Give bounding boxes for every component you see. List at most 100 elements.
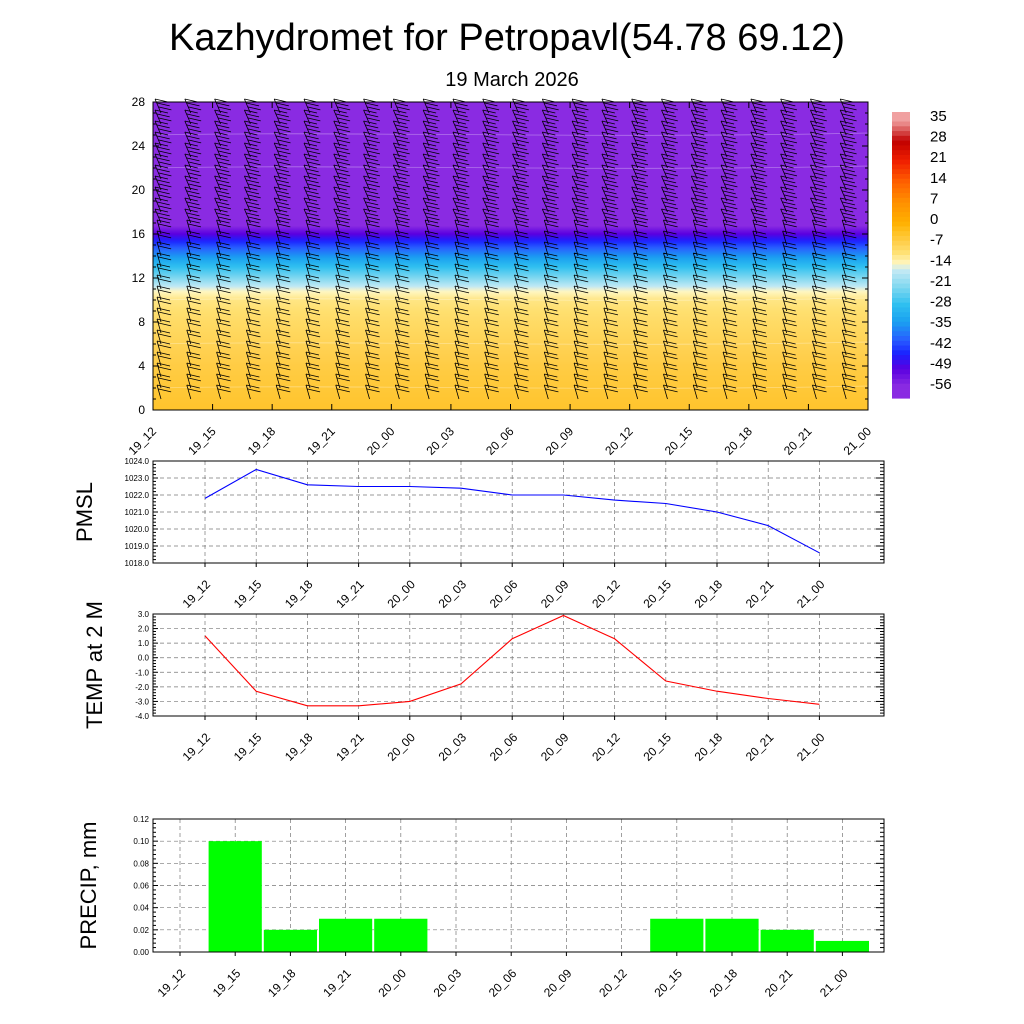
- wind-barb: [663, 274, 678, 290]
- wind-barb: [573, 373, 589, 389]
- wind-barb: [810, 175, 827, 191]
- colorbar-swatch: [892, 269, 910, 275]
- wind-barb: [394, 263, 410, 279]
- wind-barb: [305, 340, 321, 356]
- colorbar-label: 21: [930, 149, 947, 166]
- wind-barb: [780, 164, 798, 180]
- wind-barb: [839, 153, 857, 169]
- wind-barb: [661, 98, 678, 114]
- wind-barb: [661, 186, 678, 202]
- wind-barb: [335, 285, 350, 301]
- colorbar-swatch: [892, 255, 910, 261]
- wind-barb: [631, 142, 649, 158]
- wind-barb: [333, 197, 351, 213]
- wind-barb: [305, 329, 321, 345]
- wind-barb: [601, 164, 619, 180]
- wind-barb: [543, 296, 559, 312]
- wind-barb: [365, 362, 380, 378]
- wind-barb: [156, 230, 172, 246]
- wind-barb: [839, 197, 857, 213]
- wind-barb: [424, 329, 440, 345]
- wind-barb: [482, 186, 500, 202]
- wind-barb: [424, 340, 440, 356]
- wind-barb: [275, 340, 291, 356]
- x-tick-label: 20_09: [538, 730, 572, 764]
- wind-barb: [603, 274, 619, 290]
- wind-barb: [571, 131, 589, 147]
- colorbar-swatch: [892, 369, 910, 375]
- colorbar-swatch: [892, 159, 910, 166]
- colorbar-swatch: [892, 135, 910, 142]
- wind-barb: [722, 373, 738, 389]
- wind-barb: [484, 296, 499, 312]
- wind-barb: [543, 318, 559, 334]
- wind-barb: [839, 186, 857, 202]
- wind-barb: [363, 164, 380, 180]
- wind-barb: [782, 362, 797, 378]
- wind-barb: [156, 252, 172, 268]
- wind-barb: [156, 351, 172, 367]
- wind-barb: [392, 197, 410, 213]
- colorbar-swatch: [892, 188, 910, 194]
- wind-barb: [214, 208, 232, 224]
- wind-barb: [810, 153, 827, 169]
- wind-barb: [275, 329, 291, 345]
- wind-barb: [841, 362, 857, 378]
- temp-2m-chart: -4.0 -3.0 -2.0 -1.0 0.0 1.0 2.0 3.0 19_12 19_15 19…: [82, 601, 885, 764]
- wind-barb: [422, 175, 440, 191]
- wind-barb: [484, 252, 499, 268]
- wind-barb: [541, 120, 559, 136]
- colorbar-swatch: [892, 240, 910, 247]
- wind-barb: [812, 384, 827, 400]
- precip-bar: [208, 841, 262, 952]
- wind-barb: [303, 175, 321, 191]
- wind-barb: [454, 241, 470, 257]
- wind-barb: [752, 230, 768, 246]
- wind-barb: [333, 109, 351, 125]
- colorbar-swatch: [892, 231, 910, 237]
- wind-barb: [663, 230, 678, 246]
- wind-barb: [216, 373, 231, 389]
- wind-barb: [214, 109, 232, 125]
- wind-barb: [812, 230, 827, 246]
- wind-barb: [722, 307, 738, 323]
- wind-barb: [214, 98, 232, 114]
- wind-barb: [216, 351, 231, 367]
- colorbar-swatch: [892, 331, 910, 337]
- wind-barb: [335, 373, 350, 389]
- wind-barb: [333, 186, 351, 202]
- wind-barb: [782, 252, 797, 268]
- colorbar-swatch: [892, 283, 910, 289]
- x-tick-label: 19_12: [155, 966, 189, 1000]
- wind-barb: [690, 175, 708, 191]
- wind-barb: [812, 362, 827, 378]
- wind-barb: [186, 285, 202, 301]
- wind-barb: [573, 252, 589, 268]
- wind-barb: [541, 175, 559, 191]
- wind-barb: [363, 208, 380, 224]
- wind-barb: [663, 351, 678, 367]
- colorbar-label: -35: [930, 314, 952, 331]
- x-tick-label: 19_15: [210, 966, 244, 1000]
- x-tick-label: 20_00: [384, 577, 418, 611]
- wind-barb: [633, 362, 648, 378]
- wind-barb: [720, 197, 738, 213]
- wind-barb: [752, 307, 768, 323]
- wind-barb: [454, 285, 470, 301]
- wind-barb: [722, 274, 738, 290]
- precip-ylabel: PRECIP, mm: [76, 822, 101, 950]
- wind-barb: [752, 263, 768, 279]
- wind-barb: [601, 142, 619, 158]
- wind-barb: [841, 351, 857, 367]
- wind-barb: [484, 340, 499, 356]
- wind-barb: [633, 307, 648, 323]
- colorbar-swatch: [892, 274, 910, 280]
- wind-barb: [154, 208, 172, 224]
- wind-barb: [454, 263, 470, 279]
- wind-barb: [186, 241, 202, 257]
- wind-barb: [303, 186, 321, 202]
- wind-barb: [186, 362, 202, 378]
- wind-barb: [484, 219, 499, 235]
- x-tick-label: 20_09: [543, 424, 577, 458]
- wind-barb: [633, 285, 648, 301]
